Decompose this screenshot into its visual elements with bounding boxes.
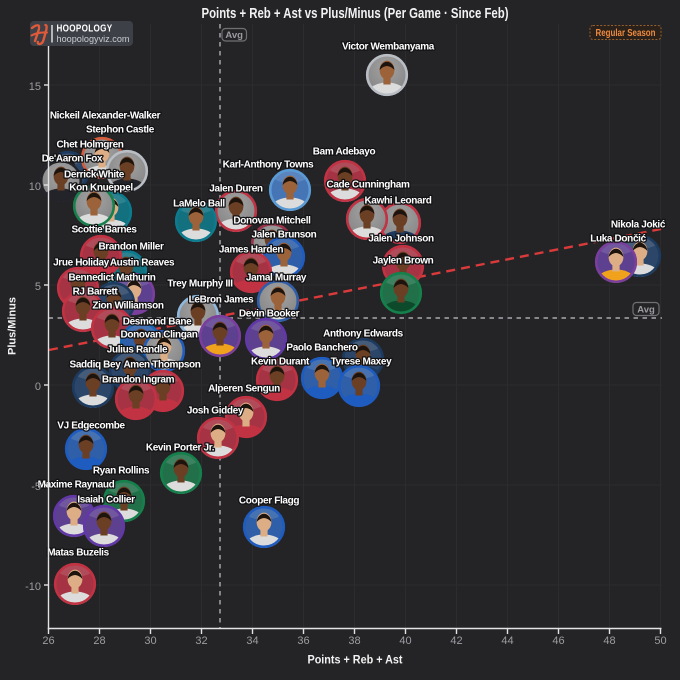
svg-text:32: 32 bbox=[195, 635, 207, 647]
svg-text:LeBron James: LeBron James bbox=[189, 295, 255, 306]
svg-text:50: 50 bbox=[654, 635, 666, 647]
svg-text:Desmond Bane: Desmond Bane bbox=[123, 317, 192, 328]
svg-text:Brandon Miller: Brandon Miller bbox=[98, 242, 164, 253]
svg-text:38: 38 bbox=[348, 635, 360, 647]
svg-text:Plus/Minus: Plus/Minus bbox=[7, 297, 19, 355]
svg-text:Josh Giddey: Josh Giddey bbox=[187, 406, 244, 417]
svg-text:Isaiah Collier: Isaiah Collier bbox=[77, 495, 135, 506]
svg-text:5: 5 bbox=[35, 281, 41, 293]
svg-text:Kevin Porter Jr.: Kevin Porter Jr. bbox=[146, 443, 215, 454]
svg-text:Maxime Raynaud: Maxime Raynaud bbox=[38, 480, 115, 491]
svg-text:Paolo Banchero: Paolo Banchero bbox=[286, 343, 357, 354]
svg-text:Points + Reb + Ast: Points + Reb + Ast bbox=[308, 655, 403, 667]
svg-text:30: 30 bbox=[144, 635, 156, 647]
svg-text:LaMelo Ball: LaMelo Ball bbox=[173, 199, 225, 210]
svg-text:Avg: Avg bbox=[637, 305, 655, 316]
svg-text:10: 10 bbox=[29, 181, 41, 193]
svg-text:hoopologyviz.com: hoopologyviz.com bbox=[57, 34, 130, 45]
svg-text:15: 15 bbox=[29, 81, 41, 93]
svg-text:Saddiq Bey: Saddiq Bey bbox=[70, 360, 122, 371]
svg-text:-10: -10 bbox=[25, 581, 41, 593]
svg-text:Amen Thompson: Amen Thompson bbox=[123, 360, 200, 371]
svg-text:Jaylen Brown: Jaylen Brown bbox=[373, 256, 434, 267]
svg-text:-5: -5 bbox=[31, 481, 41, 493]
svg-text:VJ Edgecombe: VJ Edgecombe bbox=[57, 421, 125, 432]
svg-text:Bam Adebayo: Bam Adebayo bbox=[313, 147, 376, 158]
svg-text:Jalen Brunson: Jalen Brunson bbox=[252, 230, 317, 241]
svg-text:26: 26 bbox=[42, 635, 54, 647]
svg-text:James Harden: James Harden bbox=[219, 245, 283, 256]
svg-text:Cade Cunningham: Cade Cunningham bbox=[326, 180, 410, 191]
svg-text:28: 28 bbox=[93, 635, 105, 647]
svg-text:44: 44 bbox=[501, 635, 513, 647]
svg-text:40: 40 bbox=[399, 635, 411, 647]
svg-text:Kawhi Leonard: Kawhi Leonard bbox=[364, 196, 431, 207]
svg-text:Austin Reaves: Austin Reaves bbox=[110, 258, 175, 269]
svg-text:Cooper Flagg: Cooper Flagg bbox=[239, 496, 299, 507]
svg-text:RJ Barrett: RJ Barrett bbox=[73, 287, 119, 298]
svg-text:0: 0 bbox=[35, 381, 41, 393]
svg-text:48: 48 bbox=[603, 635, 615, 647]
svg-text:Matas Buzelis: Matas Buzelis bbox=[47, 548, 109, 559]
svg-text:Nickeil Alexander-Walker: Nickeil Alexander-Walker bbox=[50, 111, 161, 122]
svg-text:Regular Season: Regular Season bbox=[596, 28, 656, 39]
svg-text:42: 42 bbox=[450, 635, 462, 647]
svg-text:Julius Randle: Julius Randle bbox=[107, 345, 168, 356]
svg-text:Tyrese Maxey: Tyrese Maxey bbox=[331, 357, 392, 368]
svg-text:Anthony Edwards: Anthony Edwards bbox=[323, 329, 404, 340]
svg-text:Kon Knueppel: Kon Knueppel bbox=[69, 183, 133, 194]
svg-text:Jrue Holiday: Jrue Holiday bbox=[53, 258, 110, 269]
svg-text:Alperen Sengun: Alperen Sengun bbox=[208, 384, 280, 395]
svg-text:Jalen Duren: Jalen Duren bbox=[209, 184, 263, 195]
svg-text:Points + Reb + Ast vs Plus/Min: Points + Reb + Ast vs Plus/Minus (Per Ga… bbox=[202, 5, 509, 22]
svg-text:Stephon Castle: Stephon Castle bbox=[86, 125, 155, 136]
svg-text:36: 36 bbox=[297, 635, 309, 647]
svg-text:Chet Holmgren: Chet Holmgren bbox=[56, 140, 123, 151]
svg-text:Brandon Ingram: Brandon Ingram bbox=[102, 375, 175, 386]
svg-text:De'Aaron Fox: De'Aaron Fox bbox=[42, 154, 103, 165]
svg-text:Bennedict Mathurin: Bennedict Mathurin bbox=[68, 273, 155, 284]
svg-text:Devin Booker: Devin Booker bbox=[239, 309, 300, 320]
svg-text:Victor Wembanyama: Victor Wembanyama bbox=[342, 42, 435, 53]
svg-text:34: 34 bbox=[246, 635, 258, 647]
svg-text:Nikola Jokić: Nikola Jokić bbox=[611, 220, 666, 231]
svg-text:Derrick White: Derrick White bbox=[64, 170, 125, 181]
svg-text:Donovan Mitchell: Donovan Mitchell bbox=[233, 216, 311, 227]
svg-text:Kevin Durant: Kevin Durant bbox=[251, 357, 310, 368]
svg-text:Avg: Avg bbox=[225, 30, 243, 41]
svg-text:Luka Dončić: Luka Dončić bbox=[590, 234, 646, 245]
svg-text:Ryan Rollins: Ryan Rollins bbox=[93, 466, 150, 477]
svg-text:Zion Williamson: Zion Williamson bbox=[92, 301, 164, 312]
svg-text:Trey Murphy III: Trey Murphy III bbox=[167, 279, 233, 290]
svg-text:Jamal Murray: Jamal Murray bbox=[246, 273, 307, 284]
svg-text:HOOPOLOGY: HOOPOLOGY bbox=[57, 23, 113, 35]
svg-text:Donovan Clingan: Donovan Clingan bbox=[121, 330, 198, 341]
svg-text:Jalen Johnson: Jalen Johnson bbox=[368, 234, 434, 245]
svg-text:Karl-Anthony Towns: Karl-Anthony Towns bbox=[223, 160, 315, 171]
svg-text:46: 46 bbox=[552, 635, 564, 647]
svg-text:Scottie Barnes: Scottie Barnes bbox=[71, 225, 137, 236]
